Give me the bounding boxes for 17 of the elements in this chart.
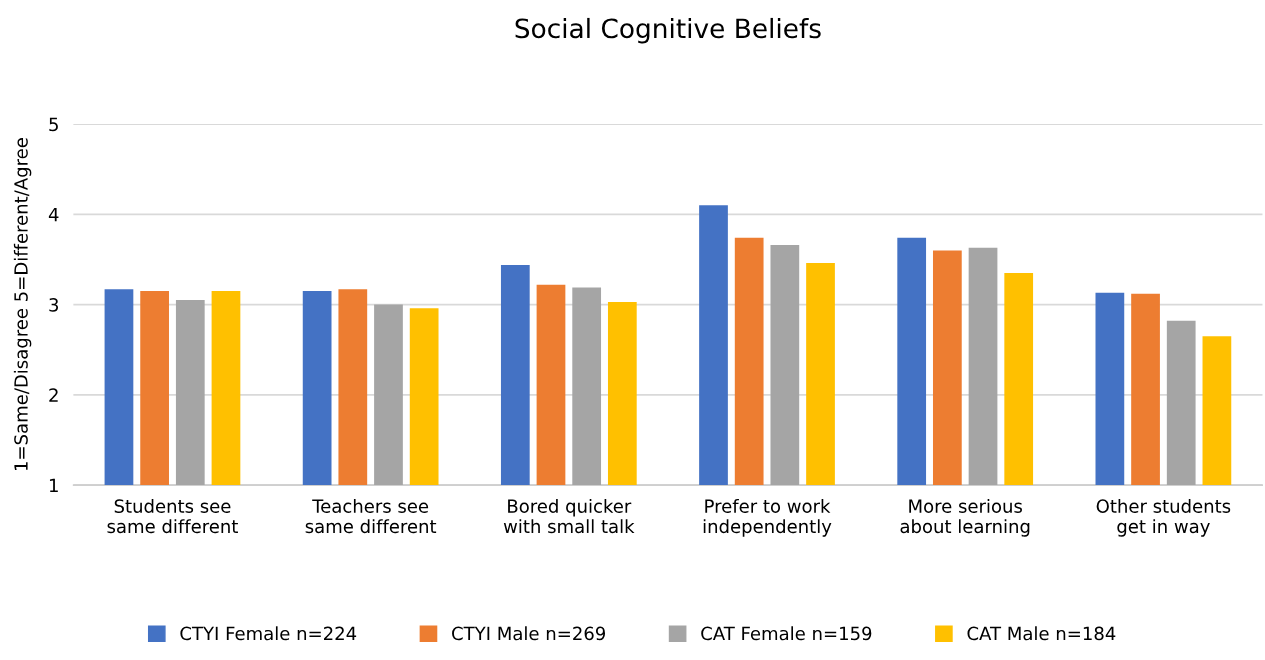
y-tick-label: 3 <box>49 298 59 312</box>
y-tick-label: 1 <box>49 478 58 492</box>
x-tick-label: Teachers see same different <box>305 498 437 534</box>
y-tick-label: 5 <box>49 117 58 132</box>
y-tick-label: 4 <box>48 208 59 222</box>
chart-title: Social Cognitive Beliefs <box>515 17 821 44</box>
x-tick-label: More serious about learning <box>900 498 1030 537</box>
y-tick-label: 2 <box>49 388 58 402</box>
x-tick-label: Students see same different <box>107 498 238 534</box>
legend-label: CAT Male n=184 <box>967 626 1116 641</box>
legend-label: CTYI Female n=224 <box>180 626 357 641</box>
x-tick-label: Bored quicker with small talk <box>503 498 635 534</box>
legend-label: CTYI Male n=269 <box>452 626 606 641</box>
legend-label: CAT Female n=159 <box>701 626 872 641</box>
x-tick-label: Prefer to work independently <box>703 498 832 537</box>
y-axis-title: 1=Same/Disagree 5=Different/Agree <box>13 138 32 471</box>
x-tick-label: Other students get in way <box>1096 498 1231 537</box>
